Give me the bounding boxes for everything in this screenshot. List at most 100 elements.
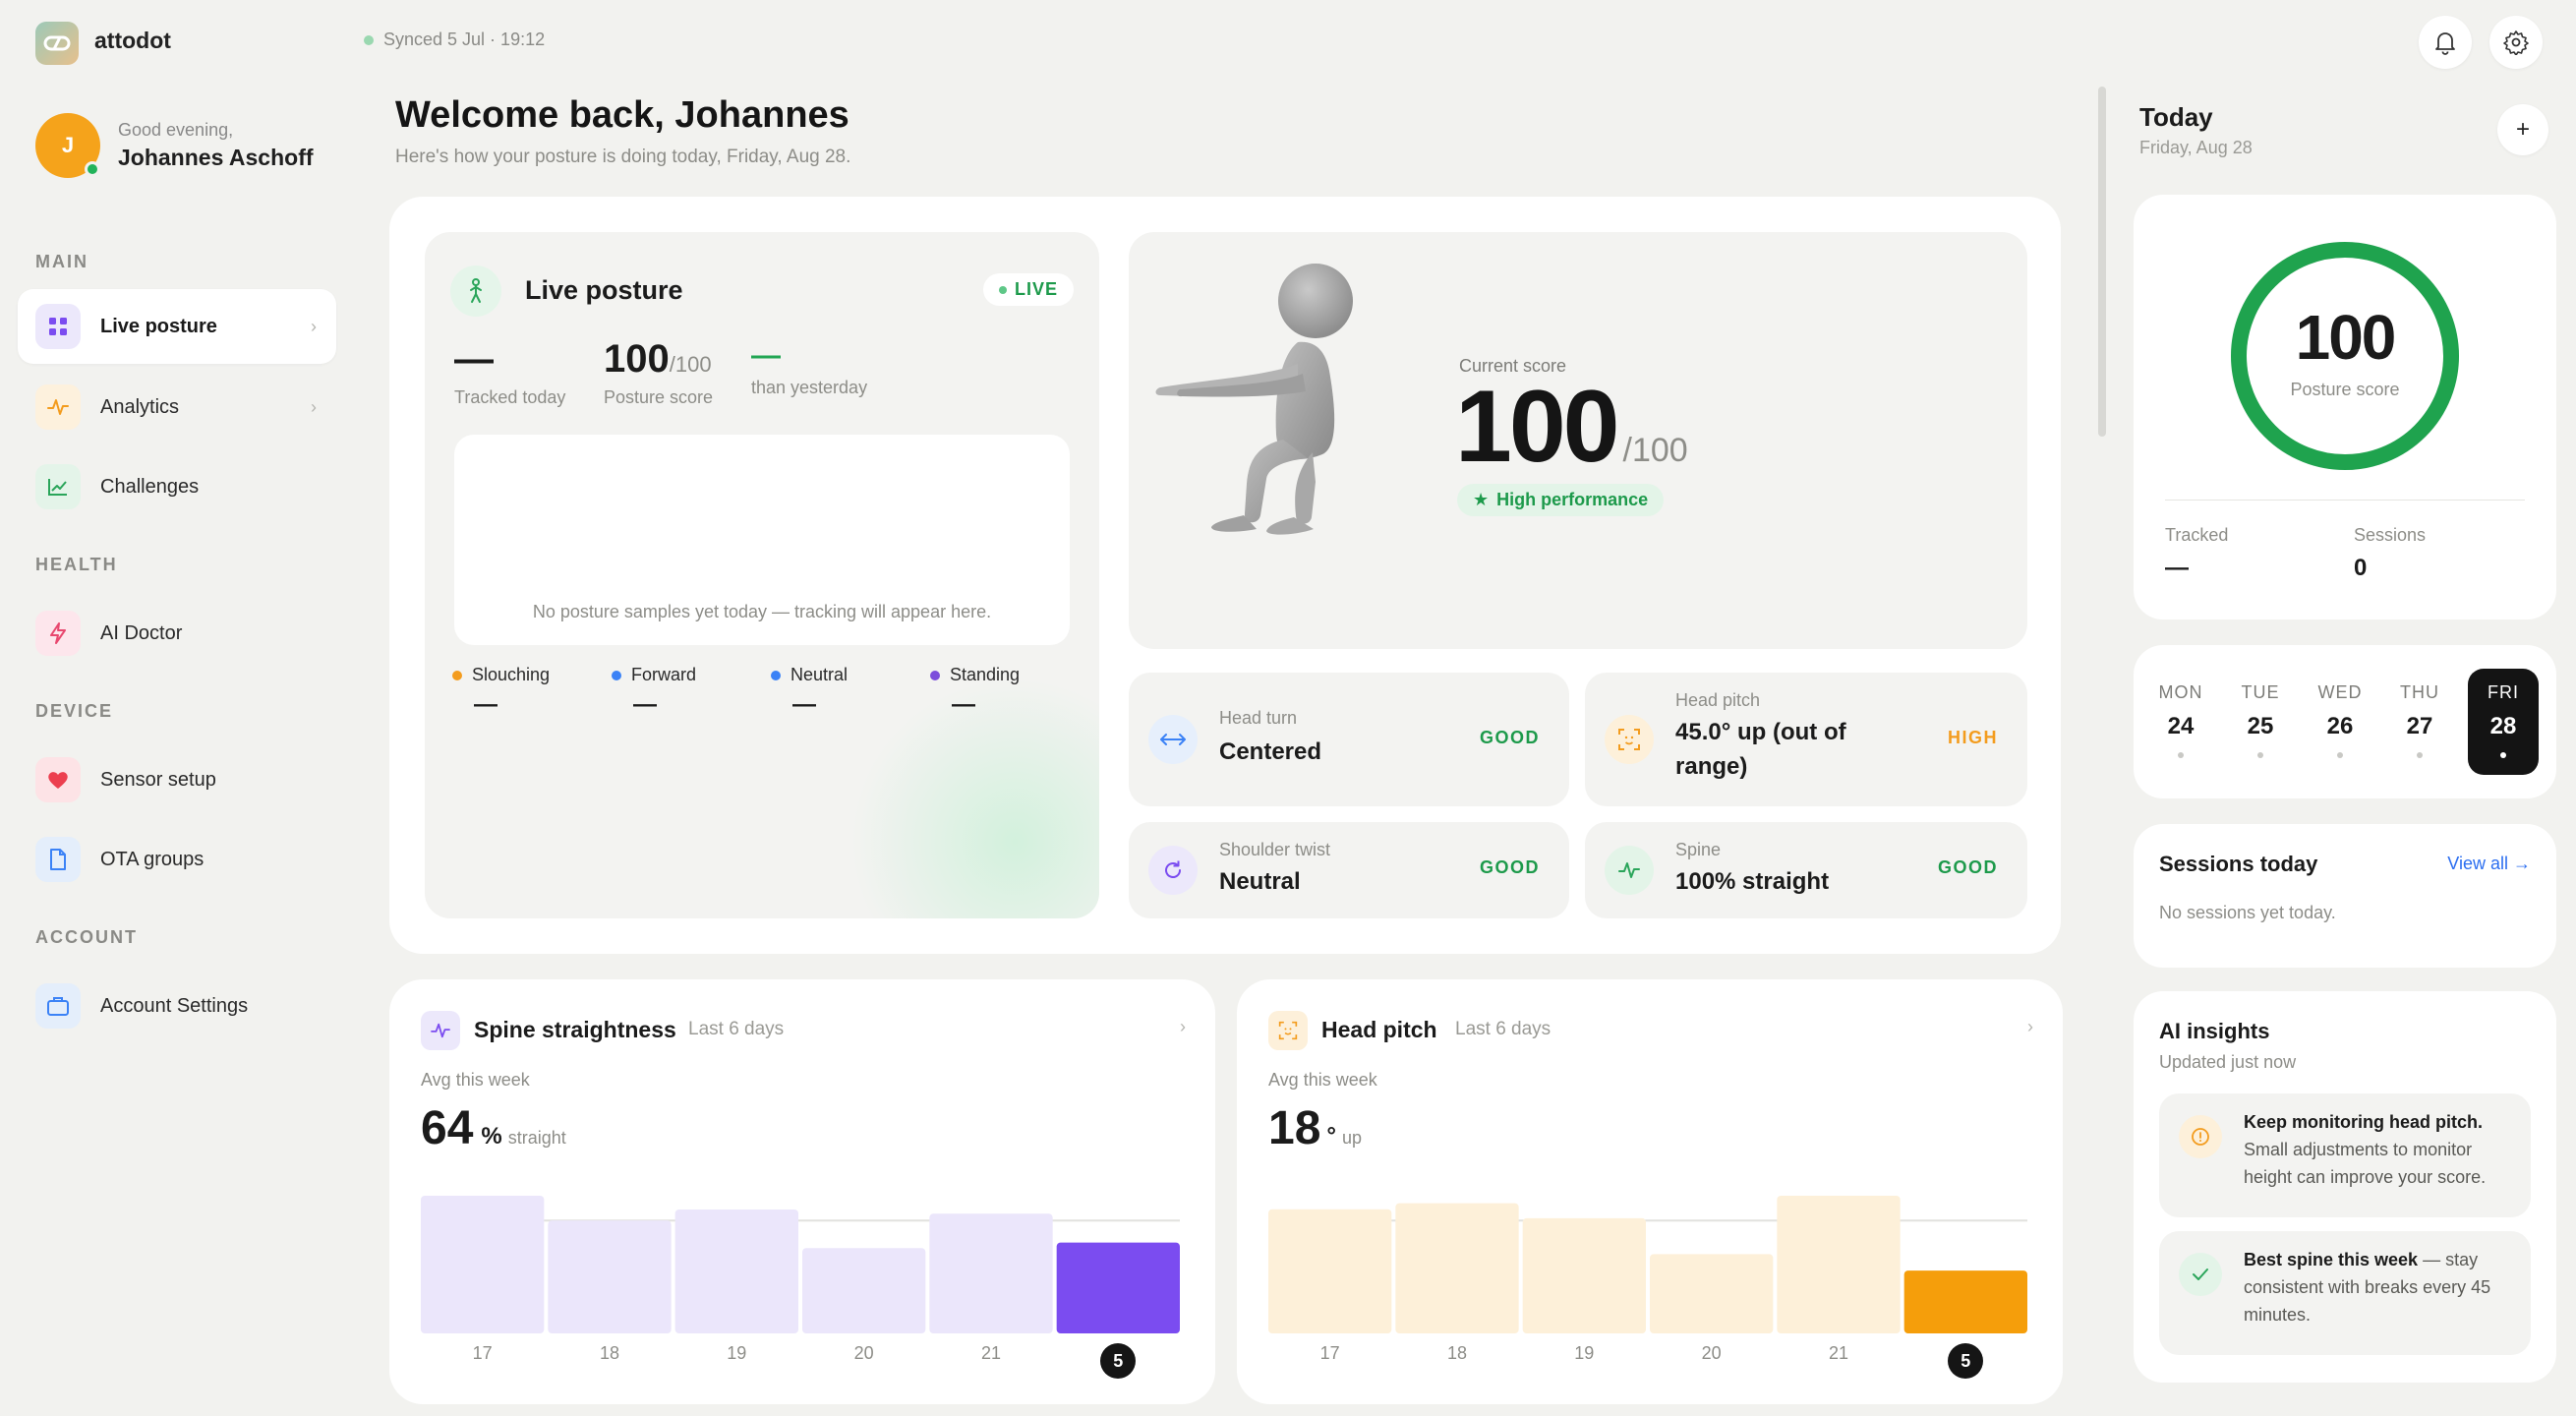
legend-label: Slouching (472, 665, 551, 684)
day-mon[interactable]: MON 24 (2149, 669, 2212, 775)
settings-button[interactable] (2489, 16, 2543, 69)
legend-standing: Standing — (930, 665, 1020, 719)
check-icon (2179, 1253, 2222, 1296)
pulse-icon (421, 1011, 460, 1050)
legend-swatch (452, 670, 462, 680)
current-score-label: Current score (1459, 356, 1567, 376)
spine-straightness-card[interactable]: Spine straightness Last 6 days › Avg thi… (389, 979, 1215, 1404)
pitch-bar[interactable] (1650, 1254, 1774, 1333)
card-title: Spine straightness (474, 1017, 676, 1042)
insight-item[interactable]: Keep monitoring head pitch. Small adjust… (2159, 1093, 2531, 1217)
day-wed[interactable]: WED 26 (2309, 669, 2371, 775)
sidebar-item-analytics[interactable]: Analytics › (18, 370, 336, 444)
metric-value: 45.0° up (out of range) (1675, 719, 1846, 780)
pitch-bars (1268, 1196, 2027, 1333)
legend-swatch (930, 670, 940, 680)
pitch-x-label-text: 5 (1948, 1343, 1984, 1379)
current-score-value: 100 (1455, 370, 1620, 484)
pitch-bar[interactable] (1395, 1203, 1519, 1333)
pitch-bar[interactable] (1522, 1217, 1646, 1333)
metric-label: Shoulder twist (1219, 840, 1331, 859)
spine-bar[interactable] (802, 1248, 926, 1333)
day-dot (2417, 752, 2423, 758)
day-name: WED (2317, 682, 2363, 702)
legend-neutral: Neutral — (771, 665, 848, 719)
insight-text: Best spine this week — stay consistent w… (2244, 1247, 2515, 1329)
divider (2165, 500, 2525, 501)
sidebar-item-ai-doctor[interactable]: AI Doctor (18, 596, 336, 671)
day-fri[interactable]: FRI 28 (2468, 669, 2539, 775)
posture-timeline-area: No posture samples yet today — tracking … (454, 435, 1070, 645)
pitch-x-label-text: 17 (1319, 1343, 1340, 1363)
status-badge: HIGH (1948, 728, 1998, 747)
sidebar-item-label: Account Settings (100, 994, 249, 1017)
pulse-icon (35, 384, 81, 430)
sync-status: Synced 5 Jul · 19:12 (364, 30, 545, 50)
day-tue[interactable]: TUE 25 (2229, 669, 2292, 775)
day-thu[interactable]: THU 27 (2388, 669, 2451, 775)
head-pitch-card[interactable]: Head pitch Last 6 days › Avg this week 1… (1237, 979, 2063, 1404)
page-title: Welcome back, Johannes (395, 94, 849, 136)
spine-x-label-text: 21 (980, 1343, 1001, 1363)
metric-spine: Spine 100% straight GOOD (1585, 822, 2027, 918)
card-period: Last 6 days (688, 1019, 785, 1039)
arrows-horizontal-icon (1148, 715, 1198, 764)
day-name: FRI (2488, 682, 2519, 702)
pitch-x-label: 19 (1523, 1343, 1646, 1364)
sessions-title: Sessions today (2159, 852, 2318, 876)
pitch-bar[interactable] (1777, 1196, 1901, 1333)
sessions-empty: No sessions yet today. (2159, 903, 2336, 922)
tracked-today-label: Tracked today (454, 387, 566, 407)
spine-bar[interactable] (1056, 1242, 1180, 1333)
avg-value: 18 (1268, 1102, 1321, 1154)
spine-bar[interactable] (929, 1213, 1053, 1333)
insights-title: AI insights (2159, 1019, 2270, 1043)
sidebar-item-challenges[interactable]: Challenges (18, 449, 336, 524)
chevron-right-icon: › (311, 396, 317, 417)
avg-label: Avg this week (421, 1070, 530, 1090)
posture-score-label: Posture score (604, 387, 714, 407)
spine-bar[interactable] (421, 1196, 545, 1333)
pitch-bar[interactable] (1903, 1270, 2027, 1333)
posture-person-icon (450, 266, 501, 317)
pitch-bar[interactable] (1268, 1209, 1392, 1333)
sidebar-item-ota-groups[interactable]: OTA groups (18, 822, 336, 897)
pitch-x-label: 5 (1904, 1343, 2027, 1379)
sidebar-item-live-posture[interactable]: Live posture › (18, 289, 336, 364)
insight-item[interactable]: Best spine this week — stay consistent w… (2159, 1231, 2531, 1355)
view-all-link[interactable]: View all → (2447, 854, 2531, 873)
online-indicator (85, 161, 100, 177)
spine-bar-chart: 17 18 19 20 21 5 (421, 1196, 1180, 1392)
current-score: 100 /100 (1455, 370, 1688, 484)
sidebar-item-sensor-setup[interactable]: Sensor setup (18, 742, 336, 817)
legend-slouching: Slouching — (452, 665, 550, 719)
card-title: Head pitch (1321, 1017, 1437, 1042)
day-date: 26 (2326, 713, 2354, 739)
avatar[interactable]: J (35, 113, 100, 178)
day-dot (2257, 752, 2263, 758)
face-scan-icon (1268, 1011, 1308, 1050)
spine-x-label: 20 (802, 1343, 925, 1364)
spine-bar[interactable] (548, 1220, 672, 1333)
main-scrollbar[interactable] (2098, 87, 2106, 437)
day-dot (2500, 752, 2506, 758)
day-name: MON (2158, 682, 2203, 702)
section-label-health: HEALTH (35, 555, 118, 574)
today-score-value: 100 (2295, 302, 2397, 373)
pitch-x-label-text: 21 (1828, 1343, 1848, 1363)
sidebar-item-account-settings[interactable]: Account Settings (18, 969, 336, 1043)
day-name: TUE (2241, 682, 2280, 702)
notifications-button[interactable] (2419, 16, 2472, 69)
metric-value: 100% straight (1675, 868, 1830, 895)
today-date: Friday, Aug 28 (2139, 138, 2253, 157)
chevron-right-icon: › (311, 316, 317, 336)
add-button[interactable]: + (2497, 104, 2548, 155)
bolt-icon (35, 611, 81, 656)
day-date: 28 (2489, 713, 2517, 739)
bell-icon (2435, 32, 2455, 55)
spine-x-label: 17 (421, 1343, 544, 1364)
spine-bar[interactable] (674, 1210, 798, 1333)
trend-chart-icon (35, 464, 81, 509)
spine-x-label-text: 20 (853, 1343, 874, 1363)
tracked-label: Tracked (2165, 525, 2229, 545)
